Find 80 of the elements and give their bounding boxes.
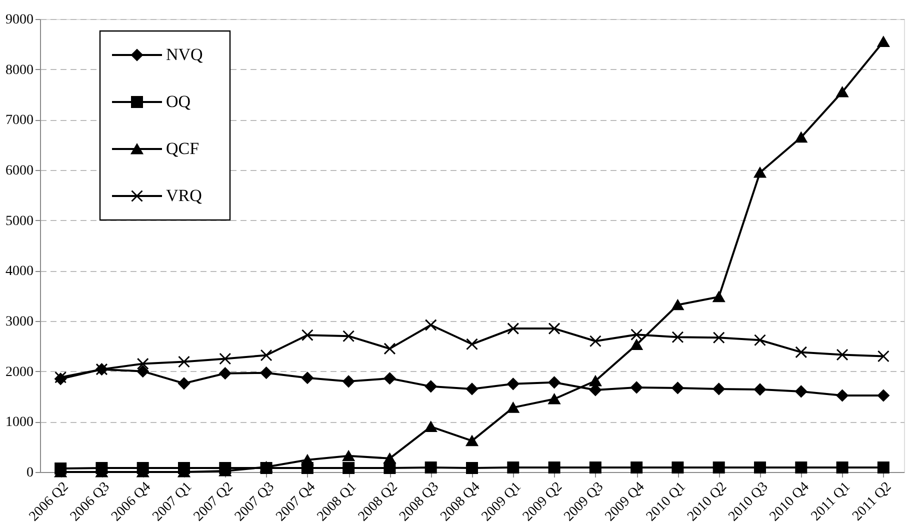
point xyxy=(795,461,808,474)
point xyxy=(672,300,684,310)
point xyxy=(836,461,848,474)
point xyxy=(589,461,602,474)
y-tick-label: 6000 xyxy=(6,164,34,178)
point xyxy=(630,461,643,474)
point xyxy=(836,348,848,361)
point xyxy=(877,350,890,362)
y-tick-label: 0 xyxy=(26,466,34,480)
point xyxy=(836,86,848,98)
point xyxy=(548,322,560,335)
legend-label: NVQ xyxy=(166,45,203,64)
point xyxy=(754,461,766,474)
point xyxy=(136,365,149,378)
y-tick-label: 5000 xyxy=(6,214,34,229)
point xyxy=(507,402,520,413)
point xyxy=(260,349,272,362)
point xyxy=(342,330,355,342)
point xyxy=(630,339,643,350)
point xyxy=(754,383,766,396)
y-tick-label: 8000 xyxy=(6,62,34,78)
point xyxy=(507,461,520,474)
point xyxy=(877,36,890,47)
point xyxy=(384,372,396,384)
point xyxy=(672,331,684,344)
y-tick-label: 4000 xyxy=(6,264,34,280)
point xyxy=(589,335,602,348)
point xyxy=(754,334,766,346)
point xyxy=(424,319,437,332)
point xyxy=(301,329,314,342)
point xyxy=(424,461,437,474)
point xyxy=(548,461,560,474)
point xyxy=(466,338,478,350)
legend-label: VRQ xyxy=(166,186,202,205)
y-tick-label: 9000 xyxy=(6,12,34,28)
point xyxy=(301,372,314,384)
point xyxy=(712,292,725,302)
point xyxy=(260,366,272,379)
point xyxy=(630,381,643,394)
point xyxy=(424,421,437,432)
point xyxy=(466,382,478,395)
point xyxy=(301,454,314,466)
y-tick-label: 1000 xyxy=(6,415,34,430)
point xyxy=(384,453,396,464)
point xyxy=(795,132,808,143)
point xyxy=(424,380,437,392)
point xyxy=(672,382,684,394)
legend-label: QCF xyxy=(166,139,200,158)
point xyxy=(548,394,560,404)
point xyxy=(589,376,602,386)
y-tick-label: 2000 xyxy=(6,364,34,380)
point xyxy=(712,461,725,474)
point xyxy=(178,377,190,390)
point xyxy=(466,436,478,446)
point xyxy=(466,462,478,474)
point xyxy=(795,385,808,398)
y-tick-label: 7000 xyxy=(6,113,34,128)
point xyxy=(795,346,808,358)
point xyxy=(342,450,355,462)
point xyxy=(219,367,232,380)
point xyxy=(672,461,684,474)
point xyxy=(712,332,725,344)
y-tick-label: 3000 xyxy=(6,314,34,330)
point xyxy=(136,358,149,370)
legend-label: OQ xyxy=(166,92,191,111)
point xyxy=(384,342,396,355)
point xyxy=(178,356,190,368)
point xyxy=(342,462,355,474)
x-tick-label: 2011 Q1 xyxy=(808,480,854,524)
point xyxy=(836,390,848,402)
point xyxy=(877,390,890,402)
point xyxy=(630,328,643,341)
point xyxy=(219,352,232,365)
point xyxy=(712,382,725,395)
point xyxy=(342,375,355,388)
point xyxy=(507,378,520,390)
point xyxy=(507,322,520,335)
point xyxy=(754,167,766,178)
point xyxy=(548,376,560,388)
point xyxy=(877,461,890,474)
